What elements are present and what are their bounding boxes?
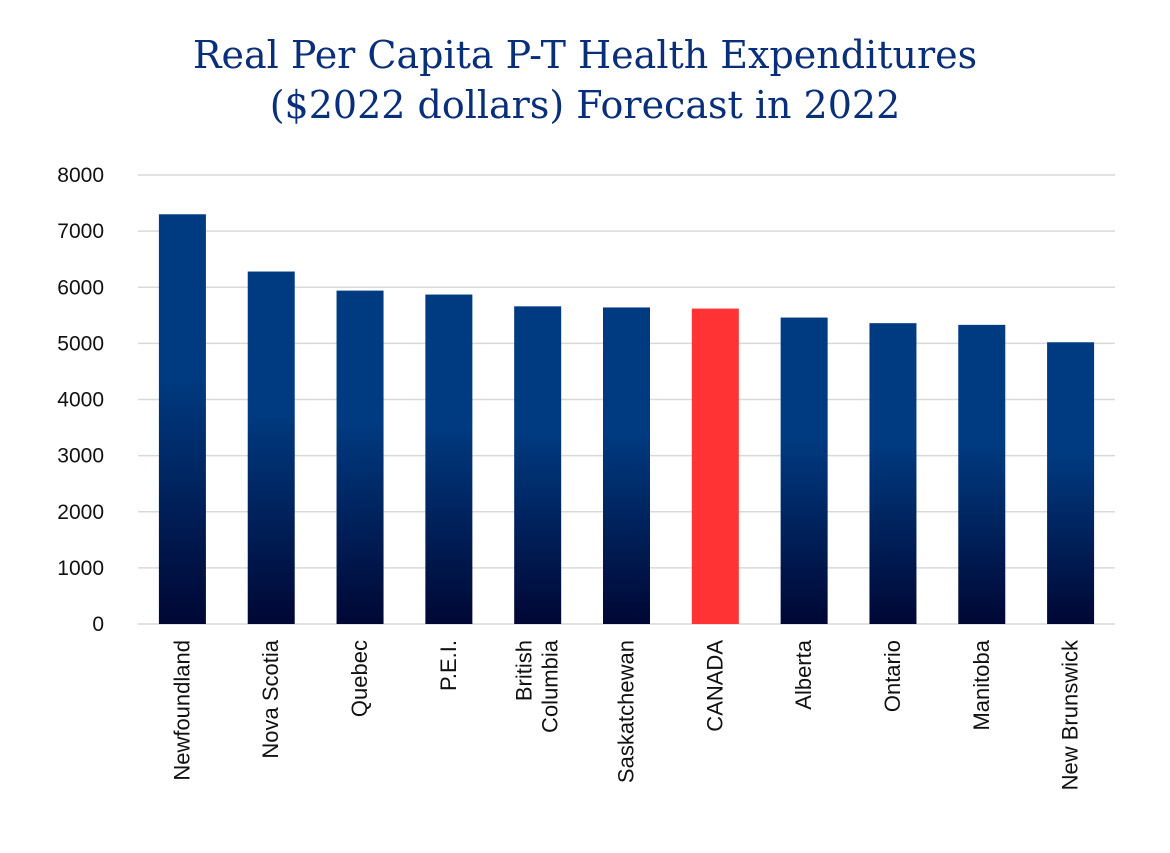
x-category-label: Columbia <box>538 639 563 733</box>
x-category-label: Quebec <box>347 640 372 717</box>
y-tick-label: 3000 <box>57 445 104 468</box>
bar <box>158 214 206 624</box>
bar <box>425 294 473 624</box>
x-category-label: Saskatchewan <box>614 640 639 783</box>
x-category-label: Nova Scotia <box>258 639 283 758</box>
bar <box>780 317 828 624</box>
y-tick-label: 6000 <box>57 276 104 299</box>
y-tick-label: 8000 <box>57 164 104 187</box>
x-category-label: New Brunswick <box>1058 639 1083 790</box>
y-tick-label: 1000 <box>57 557 104 580</box>
chart-title-line-2: ($2022 dollars) Forecast in 2022 <box>269 83 901 127</box>
x-category-label: Alberta <box>791 639 816 709</box>
x-axis-labels: Newfoundland Nova Scotia Quebec P.E.I. Briti… <box>169 639 1082 790</box>
chart-title: Real Per Capita P-T Health Expenditures … <box>0 30 1170 130</box>
bar <box>603 307 650 624</box>
y-axis-ticks: 0 1000 2000 3000 4000 5000 6000 7000 8000 <box>57 164 104 636</box>
x-category-label: Newfoundland <box>169 640 194 781</box>
chart-title-line-1: Real Per Capita P-T Health Expenditures <box>192 33 978 77</box>
bar <box>336 290 384 624</box>
bar <box>869 323 917 624</box>
y-tick-label: 0 <box>92 613 104 636</box>
bar <box>691 308 739 624</box>
y-tick-label: 2000 <box>57 501 104 524</box>
bars <box>158 214 1095 624</box>
x-category-label: British <box>512 640 537 701</box>
x-category-label: Ontario <box>880 640 905 712</box>
y-tick-label: 5000 <box>57 332 104 355</box>
bar <box>514 306 562 624</box>
bar <box>958 324 1006 624</box>
bar <box>247 271 295 624</box>
x-category-label: CANADA <box>702 640 727 732</box>
bar <box>1047 342 1095 624</box>
y-tick-label: 7000 <box>57 220 104 243</box>
x-category-label: Manitoba <box>969 639 994 730</box>
y-tick-label: 4000 <box>57 389 104 412</box>
x-category-label: P.E.I. <box>436 640 461 691</box>
